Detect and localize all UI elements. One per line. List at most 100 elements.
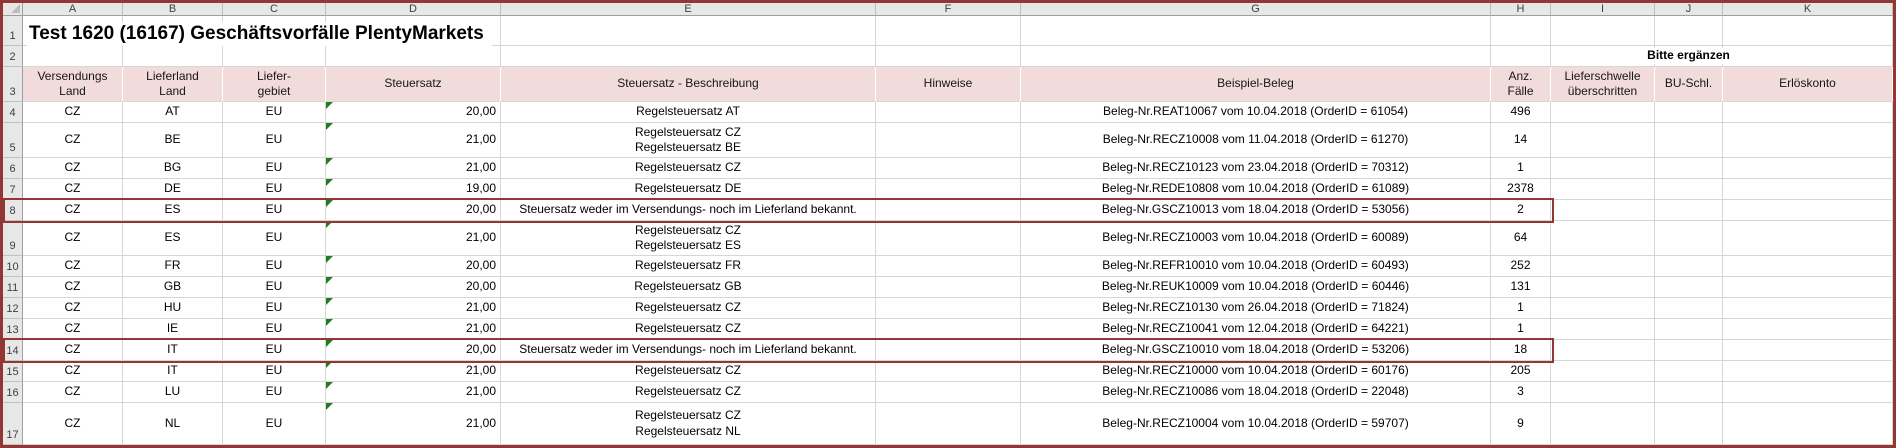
cell-H13[interactable]: 1 bbox=[1491, 319, 1551, 340]
cell-G17[interactable]: Beleg-Nr.RECZ10004 vom 10.04.2018 (Order… bbox=[1021, 403, 1491, 445]
row-header-10[interactable]: 10 bbox=[3, 256, 23, 277]
cell-F10[interactable] bbox=[876, 256, 1021, 277]
header-I[interactable]: Lieferschwelle überschritten bbox=[1551, 67, 1655, 102]
cell-E6[interactable]: Regelsteuersatz CZ bbox=[501, 158, 876, 179]
cell-G11[interactable]: Beleg-Nr.REUK10009 vom 10.04.2018 (Order… bbox=[1021, 277, 1491, 298]
cell-G14[interactable]: Beleg-Nr.GSCZ10010 vom 18.04.2018 (Order… bbox=[1021, 340, 1491, 361]
cell-I9[interactable] bbox=[1551, 221, 1655, 256]
cell-C4[interactable]: EU bbox=[223, 102, 326, 123]
cell-D13[interactable]: 21,00 bbox=[326, 319, 501, 340]
column-header-B[interactable]: B bbox=[123, 3, 223, 16]
cell-H12[interactable]: 1 bbox=[1491, 298, 1551, 319]
cell-C7[interactable]: EU bbox=[223, 179, 326, 200]
cell-B11[interactable]: GB bbox=[123, 277, 223, 298]
cell-G12[interactable]: Beleg-Nr.RECZ10130 vom 26.04.2018 (Order… bbox=[1021, 298, 1491, 319]
column-header-G[interactable]: G bbox=[1021, 3, 1491, 16]
cell-I5[interactable] bbox=[1551, 123, 1655, 158]
cell-C9[interactable]: EU bbox=[223, 221, 326, 256]
column-header-A[interactable]: A bbox=[23, 3, 123, 16]
header-D[interactable]: Steuersatz bbox=[326, 67, 501, 102]
cell-D16[interactable]: 21,00 bbox=[326, 382, 501, 403]
cell-I13[interactable] bbox=[1551, 319, 1655, 340]
row-header-11[interactable]: 11 bbox=[3, 277, 23, 298]
cell-B5[interactable]: BE bbox=[123, 123, 223, 158]
cell-E11[interactable]: Regelsteuersatz GB bbox=[501, 277, 876, 298]
cell-K4[interactable] bbox=[1723, 102, 1893, 123]
header-G[interactable]: Beispiel-Beleg bbox=[1021, 67, 1491, 102]
cell-G16[interactable]: Beleg-Nr.RECZ10086 vom 18.04.2018 (Order… bbox=[1021, 382, 1491, 403]
cell-I2[interactable] bbox=[1551, 46, 1655, 67]
cell-B4[interactable]: AT bbox=[123, 102, 223, 123]
cell-H10[interactable]: 252 bbox=[1491, 256, 1551, 277]
column-header-I[interactable]: I bbox=[1551, 3, 1655, 16]
column-header-J[interactable]: J bbox=[1655, 3, 1723, 16]
cell-K2[interactable] bbox=[1723, 46, 1893, 67]
cell-K6[interactable] bbox=[1723, 158, 1893, 179]
cell-D4[interactable]: 20,00 bbox=[326, 102, 501, 123]
cell-F15[interactable] bbox=[876, 361, 1021, 382]
cell-D7[interactable]: 19,00 bbox=[326, 179, 501, 200]
cell-C6[interactable]: EU bbox=[223, 158, 326, 179]
cell-J8[interactable] bbox=[1655, 200, 1723, 221]
column-header-D[interactable]: D bbox=[326, 3, 501, 16]
cell-A15[interactable]: CZ bbox=[23, 361, 123, 382]
cell-I14[interactable] bbox=[1551, 340, 1655, 361]
cell-C14[interactable]: EU bbox=[223, 340, 326, 361]
cell-I7[interactable] bbox=[1551, 179, 1655, 200]
cell-E12[interactable]: Regelsteuersatz CZ bbox=[501, 298, 876, 319]
cell-A13[interactable]: CZ bbox=[23, 319, 123, 340]
cell-F16[interactable] bbox=[876, 382, 1021, 403]
cell-A12[interactable]: CZ bbox=[23, 298, 123, 319]
cell-K13[interactable] bbox=[1723, 319, 1893, 340]
cell-J15[interactable] bbox=[1655, 361, 1723, 382]
row-header-13[interactable]: 13 bbox=[3, 319, 23, 340]
cell-D14[interactable]: 20,00 bbox=[326, 340, 501, 361]
cell-A9[interactable]: CZ bbox=[23, 221, 123, 256]
cell-C5[interactable]: EU bbox=[223, 123, 326, 158]
cell-J9[interactable] bbox=[1655, 221, 1723, 256]
cell-D6[interactable]: 21,00 bbox=[326, 158, 501, 179]
cell-H5[interactable]: 14 bbox=[1491, 123, 1551, 158]
cell-C8[interactable]: EU bbox=[223, 200, 326, 221]
cell-C11[interactable]: EU bbox=[223, 277, 326, 298]
cell-G2[interactable] bbox=[1021, 46, 1491, 67]
row-header-6[interactable]: 6 bbox=[3, 158, 23, 179]
row-header-2[interactable]: 2 bbox=[3, 46, 23, 67]
cell-A6[interactable]: CZ bbox=[23, 158, 123, 179]
cell-J12[interactable] bbox=[1655, 298, 1723, 319]
cell-H8[interactable]: 2 bbox=[1491, 200, 1551, 221]
cell-C13[interactable]: EU bbox=[223, 319, 326, 340]
cell-D17[interactable]: 21,00 bbox=[326, 403, 501, 445]
cell-E8[interactable]: Steuersatz weder im Versendungs- noch im… bbox=[501, 200, 876, 221]
cell-H6[interactable]: 1 bbox=[1491, 158, 1551, 179]
cell-F2[interactable] bbox=[876, 46, 1021, 67]
cell-D8[interactable]: 20,00 bbox=[326, 200, 501, 221]
cell-E14[interactable]: Steuersatz weder im Versendungs- noch im… bbox=[501, 340, 876, 361]
column-header-K[interactable]: K bbox=[1723, 3, 1893, 16]
cell-A10[interactable]: CZ bbox=[23, 256, 123, 277]
row-header-7[interactable]: 7 bbox=[3, 179, 23, 200]
cell-H2[interactable] bbox=[1491, 46, 1551, 67]
cell-B8[interactable]: ES bbox=[123, 200, 223, 221]
cell-A17[interactable]: CZ bbox=[23, 403, 123, 445]
cell-C15[interactable]: EU bbox=[223, 361, 326, 382]
header-B[interactable]: Lieferland Land bbox=[123, 67, 223, 102]
row-header-8[interactable]: 8 bbox=[3, 200, 23, 221]
cell-H4[interactable]: 496 bbox=[1491, 102, 1551, 123]
cell-I4[interactable] bbox=[1551, 102, 1655, 123]
cell-I6[interactable] bbox=[1551, 158, 1655, 179]
cell-C10[interactable]: EU bbox=[223, 256, 326, 277]
row-header-15[interactable]: 15 bbox=[3, 361, 23, 382]
cell-I16[interactable] bbox=[1551, 382, 1655, 403]
cell-B12[interactable]: HU bbox=[123, 298, 223, 319]
cell-C16[interactable]: EU bbox=[223, 382, 326, 403]
cell-E1[interactable] bbox=[501, 16, 876, 46]
cell-F13[interactable] bbox=[876, 319, 1021, 340]
cell-B15[interactable]: IT bbox=[123, 361, 223, 382]
cell-E10[interactable]: Regelsteuersatz FR bbox=[501, 256, 876, 277]
cell-A11[interactable]: CZ bbox=[23, 277, 123, 298]
cell-G9[interactable]: Beleg-Nr.RECZ10003 vom 10.04.2018 (Order… bbox=[1021, 221, 1491, 256]
cell-E7[interactable]: Regelsteuersatz DE bbox=[501, 179, 876, 200]
cell-J2[interactable]: Bitte ergänzen bbox=[1643, 46, 1734, 67]
cell-F1[interactable] bbox=[876, 16, 1021, 46]
